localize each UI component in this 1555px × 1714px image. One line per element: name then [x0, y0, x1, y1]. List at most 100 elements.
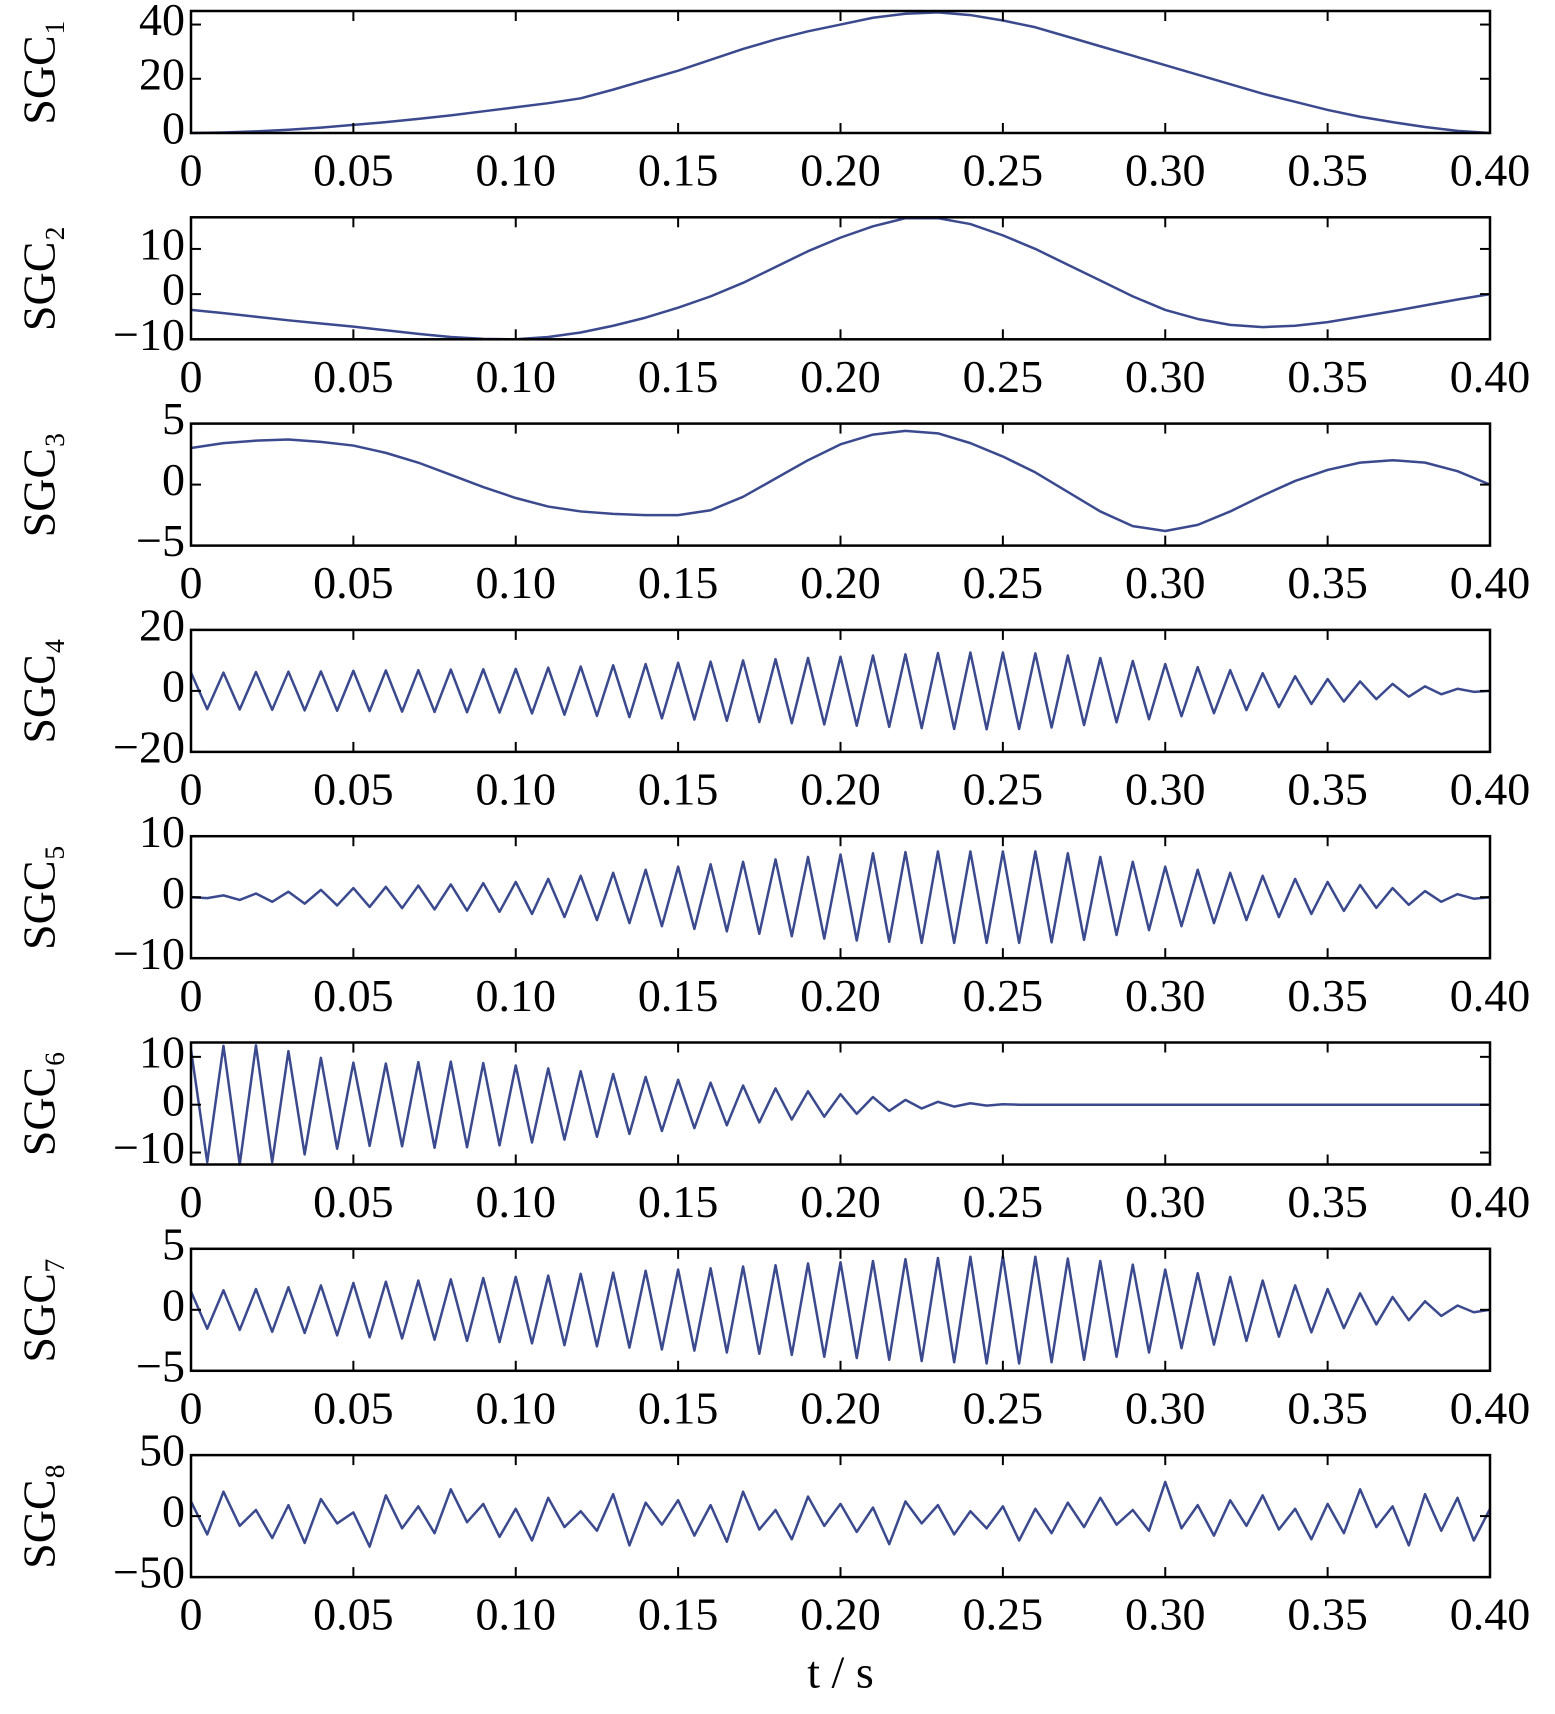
y-tick-label: 0 [162, 1279, 185, 1330]
y-axis-label: SGC₆ [14, 1051, 65, 1157]
x-tick-label: 0.20 [800, 351, 881, 402]
y-tick-label: 10 [139, 218, 185, 269]
x-tick-label: 0.35 [1287, 1382, 1368, 1433]
x-tick-label: 0.25 [963, 1382, 1044, 1433]
subplot: 0 0.05 0.10 0.15 0.20 0.25 0.30 0.35 0.40−505SGC… [14, 1218, 1531, 1433]
y-axis-label: SGC₄ [14, 638, 65, 744]
signal-line [189, 1480, 1492, 1548]
plot-frame [189, 9, 1492, 135]
x-tick-label: 0.40 [1450, 351, 1531, 402]
x-tick-label: 0.10 [476, 1176, 557, 1227]
signal-line [189, 1044, 1490, 1166]
subplot: 0 0.05 0.10 0.15 0.20 0.25 0.30 0.35 0.40−20020S… [14, 599, 1531, 814]
x-tick-label: 0.35 [1287, 557, 1368, 608]
x-tick-label: 0.05 [313, 145, 394, 196]
x-tick-label: 0.10 [476, 970, 557, 1021]
x-axis-label: t / s [807, 1647, 873, 1698]
x-tick-label: 0.35 [1287, 1589, 1368, 1640]
y-axis-label: SGC₂ [14, 226, 65, 332]
x-tick-label: 0.30 [1125, 557, 1206, 608]
x-tick-label: 0.25 [963, 970, 1044, 1021]
x-tick-label: 0.25 [963, 1176, 1044, 1227]
x-tick-label: 0.15 [638, 1382, 719, 1433]
x-tick-label: 0 [180, 145, 203, 196]
x-tick-label: 0 [180, 1382, 203, 1433]
x-tick-label: 0.05 [313, 1589, 394, 1640]
y-axis-label: SGC₇ [14, 1257, 65, 1363]
x-tick-label: 0.40 [1450, 970, 1531, 1021]
x-tick-label: 0.05 [313, 763, 394, 814]
x-tick-label: 0 [180, 351, 203, 402]
y-tick-label: 0 [162, 660, 185, 711]
x-tick-label: 0.20 [800, 557, 881, 608]
subplot: 0 0.05 0.10 0.15 0.20 0.25 0.30 0.35 0.40−505SGC… [14, 393, 1531, 608]
x-tick-label: 0.40 [1450, 1176, 1531, 1227]
y-tick-label: −10 [113, 1122, 185, 1173]
plot-frame [189, 216, 1492, 341]
x-tick-label: 0.20 [800, 763, 881, 814]
y-tick-label: −50 [113, 1547, 185, 1598]
y-tick-label: 20 [139, 48, 185, 99]
x-tick-label: 0.30 [1125, 763, 1206, 814]
x-tick-label: 0.30 [1125, 145, 1206, 196]
y-tick-label: 10 [139, 1026, 185, 1077]
y-axis-label: SGC₈ [14, 1463, 65, 1569]
x-tick-label: 0.15 [638, 351, 719, 402]
y-tick-label: 0 [162, 103, 185, 154]
plot-frame [189, 422, 1492, 547]
x-tick-label: 0 [180, 763, 203, 814]
x-tick-label: 0.25 [963, 145, 1044, 196]
y-tick-label: 50 [139, 1425, 185, 1476]
x-tick-label: 0.15 [638, 1589, 719, 1640]
x-tick-label: 0.25 [963, 557, 1044, 608]
y-tick-label: 0 [162, 454, 185, 505]
x-tick-label: 0.40 [1450, 1589, 1531, 1640]
y-tick-label: −20 [113, 721, 185, 772]
x-tick-label: 0.35 [1287, 351, 1368, 402]
signal-line [190, 850, 1491, 945]
subplot: 0 0.05 0.10 0.15 0.20 0.25 0.30 0.35 0.40−10010S… [14, 216, 1531, 402]
x-tick-label: 0.10 [476, 557, 557, 608]
x-tick-label: 0.15 [638, 145, 719, 196]
x-tick-label: 0 [180, 557, 203, 608]
x-tick-label: 0.10 [476, 351, 557, 402]
subplot: 0 0.05 0.10 0.15 0.20 0.25 0.30 0.35 0.40−10010S… [14, 1026, 1531, 1227]
x-tick-label: 0.10 [476, 145, 557, 196]
x-tick-label: 0.30 [1125, 1589, 1206, 1640]
subplot: 0 0.05 0.10 0.15 0.20 0.25 0.30 0.35 0.40−10010S… [14, 806, 1531, 1021]
y-tick-label: 0 [162, 1486, 185, 1537]
x-tick-label: 0.40 [1450, 1382, 1531, 1433]
y-tick-label: −10 [113, 309, 185, 360]
y-tick-label: 0 [162, 1074, 185, 1125]
y-tick-label: 5 [162, 393, 185, 444]
x-tick-label: 0.35 [1287, 1176, 1368, 1227]
x-tick-label: 0 [180, 970, 203, 1021]
x-tick-label: 0.15 [638, 557, 719, 608]
signal-line [189, 651, 1491, 731]
x-tick-label: 0.10 [476, 1589, 557, 1640]
signal-line [190, 429, 1491, 533]
y-tick-label: −5 [136, 1340, 185, 1391]
x-tick-label: 0.20 [800, 970, 881, 1021]
signal-line [190, 11, 1491, 135]
x-tick-label: 0.35 [1287, 970, 1368, 1021]
x-tick-label: 0.20 [800, 145, 881, 196]
signal-line [190, 216, 1491, 341]
x-tick-label: 0.25 [963, 1589, 1044, 1640]
x-tick-label: 0.35 [1287, 763, 1368, 814]
y-axis-label: SGC₅ [14, 844, 65, 950]
x-tick-label: 0.15 [638, 763, 719, 814]
y-tick-label: −10 [113, 928, 185, 979]
x-tick-label: 0.40 [1450, 145, 1531, 196]
x-tick-label: 0.05 [313, 1382, 394, 1433]
x-tick-label: 0.30 [1125, 1176, 1206, 1227]
x-tick-label: 0.30 [1125, 351, 1206, 402]
y-tick-label: 20 [139, 599, 185, 650]
x-tick-label: 0.20 [800, 1176, 881, 1227]
plot-frame [189, 628, 1492, 754]
y-axis-label: SGC₁ [14, 19, 65, 125]
y-tick-label: 10 [139, 806, 185, 857]
x-tick-label: 0.35 [1287, 145, 1368, 196]
x-tick-label: 0.05 [313, 1176, 394, 1227]
